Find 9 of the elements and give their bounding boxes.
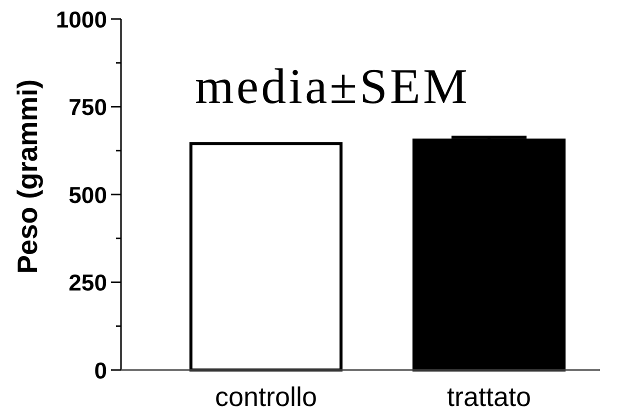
y-tick-label: 500 (68, 182, 107, 208)
annotation: media±SEM (195, 58, 470, 114)
y-tick-label: 0 (94, 357, 107, 384)
y-tick-label: 750 (68, 94, 107, 120)
x-tick-label: controllo (214, 382, 318, 411)
x-tick-label: trattato (447, 382, 532, 411)
y-axis-title: Peso (grammi) (12, 79, 43, 274)
y-tick-label: 250 (68, 270, 107, 296)
y-tick-label: 1000 (56, 6, 107, 32)
